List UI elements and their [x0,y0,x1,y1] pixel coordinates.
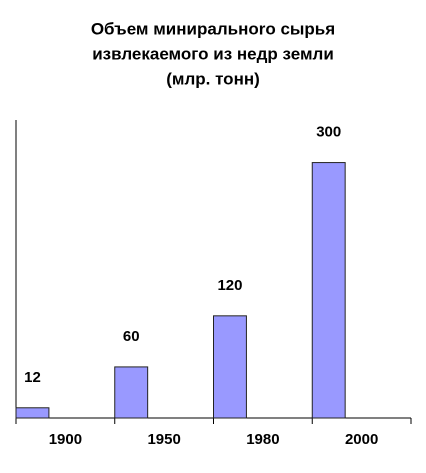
x-tick-label: 1950 [147,431,180,448]
data-label: 60 [123,328,140,345]
bar [114,366,149,419]
bar [311,162,346,419]
chart-title: (млр. тонн) [166,69,260,88]
data-label: 120 [217,277,242,294]
chart-title: Объем миниральноrо сырья [91,19,335,38]
data-label: 300 [316,124,341,141]
x-tick-label: 1980 [246,431,279,448]
data-label: 12 [24,369,41,386]
chart-title: извлекаемого из недр земли [92,44,334,63]
bar [213,315,247,419]
x-tick-label: 2000 [345,431,378,448]
x-tick-label: 1900 [49,431,82,448]
bar [15,407,50,419]
